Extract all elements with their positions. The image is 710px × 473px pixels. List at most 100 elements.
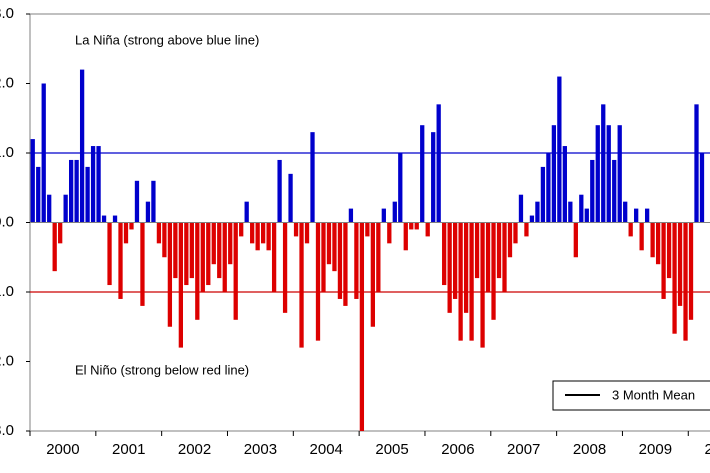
bar <box>107 222 112 286</box>
bar <box>694 104 699 223</box>
bar <box>250 222 255 244</box>
bar <box>293 222 299 237</box>
bar <box>617 125 622 223</box>
bar <box>151 180 156 223</box>
bar <box>524 222 529 237</box>
annotation: El Niño (strong below red line) <box>75 362 249 377</box>
bar <box>173 222 178 279</box>
bar <box>112 215 118 223</box>
x-tick-label: 2002 <box>178 441 211 458</box>
bar <box>573 222 578 258</box>
bar <box>184 222 189 286</box>
bar <box>348 208 354 223</box>
bar <box>282 222 288 313</box>
bar <box>244 201 249 223</box>
bar <box>74 159 79 223</box>
bar <box>211 222 216 265</box>
bar <box>288 173 293 223</box>
y-tick-label: 1.0 <box>0 144 14 161</box>
bar <box>118 222 123 299</box>
x-tick-label: 2001 <box>112 441 145 458</box>
bar <box>41 83 46 223</box>
bar <box>167 222 173 327</box>
bar <box>222 222 227 292</box>
bar <box>239 222 244 237</box>
bar <box>529 215 535 223</box>
bar <box>321 222 326 292</box>
bar <box>228 222 233 265</box>
x-tick-label: 2009 <box>639 441 672 458</box>
bar <box>255 222 260 251</box>
x-tick-label: 2010 <box>705 441 710 458</box>
bar <box>140 222 145 306</box>
bar <box>403 222 408 251</box>
bar <box>85 166 90 223</box>
bar <box>68 159 74 223</box>
bar <box>277 159 282 223</box>
bar <box>123 222 129 244</box>
y-tick-label: -1.0 <box>0 283 14 300</box>
bar <box>260 222 266 244</box>
bar <box>36 166 41 223</box>
y-tick-label: 3.0 <box>0 5 14 22</box>
bar <box>90 146 96 223</box>
bar <box>398 153 403 223</box>
bar <box>206 222 211 286</box>
y-tick-label: -3.0 <box>0 422 14 439</box>
bar <box>52 222 57 272</box>
bar <box>584 208 589 223</box>
bar <box>447 222 452 313</box>
bar <box>376 222 381 292</box>
bar <box>359 222 365 431</box>
bar <box>458 222 463 341</box>
x-tick-label: 2005 <box>375 441 408 458</box>
bar <box>666 222 672 279</box>
x-tick-label: 2007 <box>507 441 540 458</box>
bar <box>271 222 277 292</box>
x-tick-label: 2003 <box>244 441 277 458</box>
bar <box>200 222 205 292</box>
bar <box>217 222 222 279</box>
bar <box>644 208 650 223</box>
bar <box>337 222 343 299</box>
bar <box>672 222 677 334</box>
x-tick-label: 2004 <box>310 441 343 458</box>
bar <box>96 146 101 223</box>
bar <box>310 132 315 223</box>
bar <box>145 201 151 223</box>
bar <box>688 222 694 320</box>
bar <box>568 201 573 223</box>
bar <box>485 222 491 292</box>
bar <box>370 222 375 327</box>
annotation: La Niña (strong above blue line) <box>75 32 259 47</box>
bar <box>612 159 617 223</box>
bar <box>491 222 496 320</box>
bar <box>233 222 238 320</box>
bar <box>502 222 507 292</box>
bar <box>343 222 348 306</box>
bar <box>315 222 321 341</box>
bar <box>381 208 386 223</box>
bar <box>79 69 85 223</box>
legend-label: 3 Month Mean <box>612 387 695 402</box>
bar <box>551 125 557 223</box>
bar <box>623 201 628 223</box>
bar <box>655 222 661 265</box>
bar <box>628 222 633 237</box>
bar <box>156 222 162 244</box>
bar <box>634 208 639 223</box>
bar <box>332 222 337 272</box>
bar <box>518 194 524 223</box>
bar <box>178 222 183 348</box>
bar <box>463 222 469 313</box>
bar <box>513 222 518 244</box>
bar <box>474 222 480 279</box>
y-tick-label: 2.0 <box>0 74 14 91</box>
bar <box>365 222 370 237</box>
legend: 3 Month Mean <box>552 380 710 411</box>
bar <box>562 146 567 223</box>
bar <box>58 222 63 244</box>
bar <box>601 104 606 223</box>
